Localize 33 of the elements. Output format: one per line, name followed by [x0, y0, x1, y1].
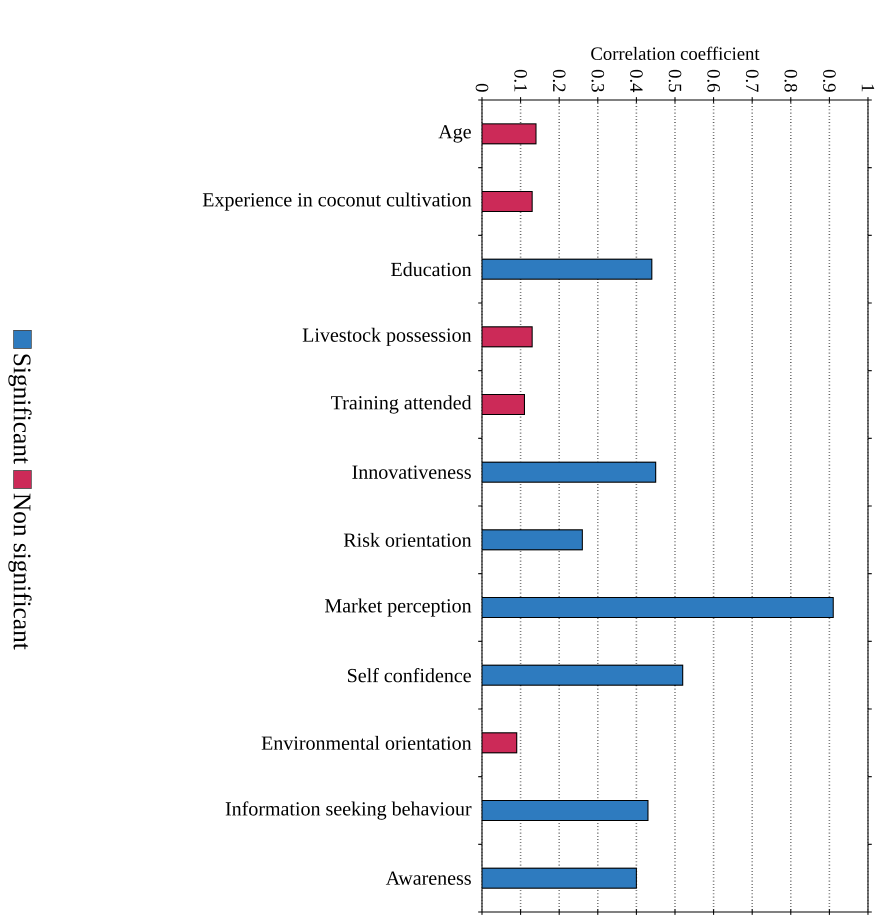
- bar: [482, 258, 652, 280]
- x-axis-title: Correlation coefficient: [591, 46, 760, 60]
- y-tick-label: Experience in coconut cultivation: [202, 192, 472, 211]
- bar: [482, 596, 834, 618]
- x-tick-label: 0.5: [668, 70, 682, 92]
- x-tick-label: 0.4: [630, 70, 643, 92]
- y-tick-label: Age: [438, 125, 471, 143]
- legend-label: Non significant: [8, 494, 32, 650]
- x-tick-label: 0: [476, 84, 488, 92]
- x-tick-label: 0.7: [746, 70, 759, 92]
- legend-label: Significant: [8, 354, 32, 464]
- y-tick-label: Innovativeness: [352, 465, 471, 479]
- bar: [482, 462, 656, 483]
- x-tick-label: 0.6: [707, 70, 720, 92]
- y-tick-label: Training attended: [331, 395, 472, 414]
- x-tick-label: 0.9: [823, 70, 836, 92]
- x-tick-label: 0.2: [552, 70, 566, 92]
- bar: [482, 800, 649, 822]
- bar: [482, 664, 684, 686]
- x-tick-label: 0.1: [514, 70, 527, 92]
- y-tick-label: Information seeking behaviour: [226, 801, 472, 820]
- y-tick-label: Education: [391, 262, 472, 276]
- y-tick-label: Market perception: [325, 598, 472, 617]
- x-tick-label: 1: [862, 84, 874, 92]
- y-tick-label: Awareness: [386, 871, 471, 885]
- y-tick-label: Risk orientation: [344, 532, 472, 547]
- y-tick-label: Self confidence: [348, 668, 471, 682]
- bar: [482, 868, 637, 889]
- x-tick-label: 0.8: [784, 70, 798, 92]
- bar: [482, 529, 583, 550]
- y-tick-label: Livestock possession: [302, 328, 472, 346]
- x-tick-label: 0.3: [591, 70, 604, 92]
- y-tick-label: Environmental orientation: [262, 736, 472, 750]
